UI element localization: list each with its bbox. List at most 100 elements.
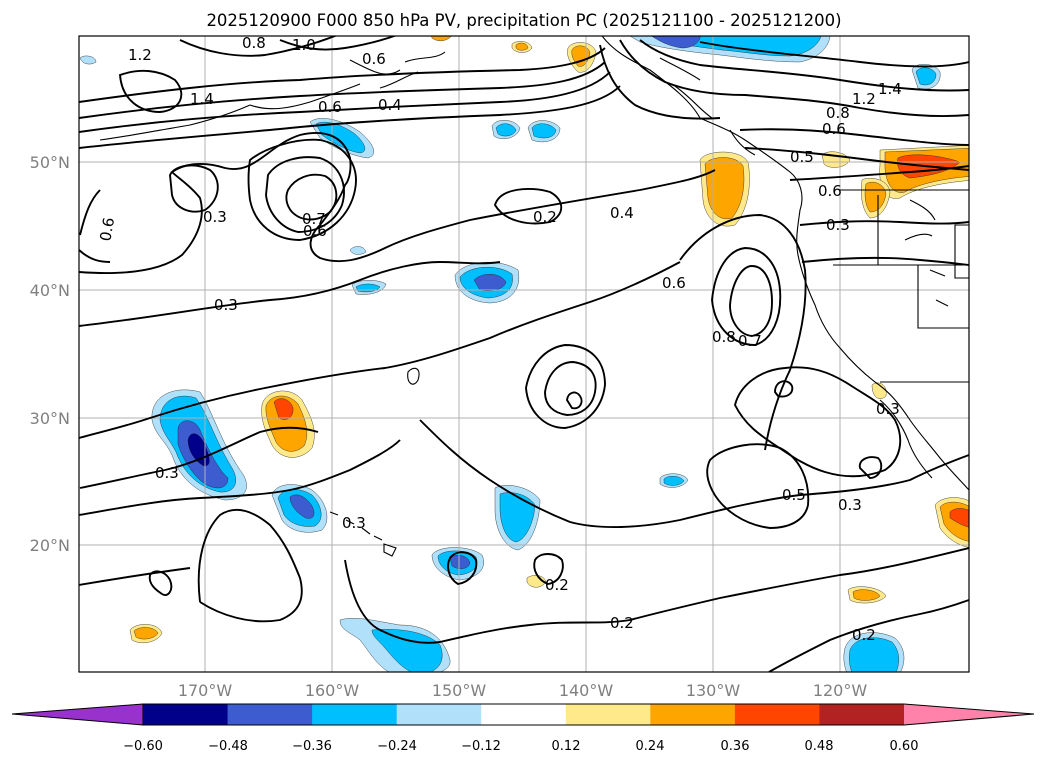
- colorbar-segment: [650, 704, 736, 725]
- precip-area: [495, 123, 517, 137]
- contour-label: 0.8: [242, 34, 266, 52]
- pv-contour: [525, 344, 606, 429]
- contour-label: 0.2: [533, 208, 557, 226]
- colorbar-segment: [143, 704, 229, 725]
- pv-contour: [858, 456, 883, 479]
- map-title: 2025120900 F000 850 hPa PV, precipitatio…: [206, 11, 841, 30]
- contour-label: 0.3: [342, 514, 366, 532]
- pv-contour: [79, 508, 303, 623]
- contour-label: 0.6: [822, 120, 846, 138]
- map-frame: [78, 35, 970, 673]
- precip-area: [315, 121, 366, 154]
- longitude-labels: 170°W 160°W 150°W 140°W 130°W 120°W: [178, 681, 868, 700]
- colorbar-extend-min: [12, 704, 143, 725]
- colorbar-tick: −0.60: [123, 739, 163, 754]
- pv-contour: [801, 256, 969, 266]
- contour-label: 0.3: [155, 464, 179, 482]
- precip-area: [265, 395, 308, 452]
- colorbar-tick: 0.12: [552, 739, 581, 754]
- contour-label: 0.6: [303, 222, 327, 240]
- precip-area: [515, 42, 529, 51]
- pv-contour: [706, 443, 810, 529]
- precip-area: [852, 589, 881, 601]
- precip-area: [473, 274, 507, 291]
- contour-label: 0.6: [362, 50, 386, 68]
- colorbar-tick: −0.24: [377, 739, 417, 754]
- pv-contour: [447, 551, 478, 585]
- precip-area: [133, 627, 159, 640]
- pv-contour: [544, 361, 597, 416]
- colorbar-segment: [481, 704, 567, 725]
- lon-label: 160°W: [305, 681, 360, 700]
- contour-label: 0.6: [818, 182, 842, 200]
- gridlines: [79, 36, 969, 672]
- lat-label: 20°N: [30, 536, 70, 555]
- precip-area: [526, 575, 547, 588]
- pv-contour: [789, 165, 969, 181]
- contour-label: 0.3: [214, 296, 238, 314]
- pv-contour: [533, 553, 564, 585]
- pv-contour: [118, 69, 183, 113]
- contour-label: 0.3: [876, 400, 900, 418]
- contour-labels: 1.2 0.8 1.0 0.6 1.4 0.6 0.4 0.6 0.3 0.7 …: [96, 34, 902, 644]
- precip-area: [273, 398, 294, 420]
- lat-label: 40°N: [30, 281, 70, 300]
- precip-area: [531, 123, 557, 139]
- pv-contour: [639, 39, 969, 92]
- pv-contour: [285, 173, 338, 221]
- pv-contour: [79, 261, 681, 439]
- lon-label: 170°W: [178, 681, 233, 700]
- precip-area: [289, 494, 315, 519]
- pv-contour: [739, 128, 969, 146]
- contour-label: 0.3: [826, 216, 850, 234]
- colorbar-segment: [565, 704, 651, 725]
- contour-label: 0.8: [826, 104, 850, 122]
- latitude-labels: 50°N 40°N 30°N 20°N: [30, 153, 70, 555]
- contour-label: 0.3: [838, 496, 862, 514]
- precip-area: [371, 629, 443, 672]
- colorbar-segment: [312, 704, 398, 725]
- colorbar: −0.60 −0.48 −0.36 −0.24 −0.12 0.12 0.24 …: [11, 703, 1035, 754]
- lat-label: 50°N: [30, 153, 70, 172]
- colorbar-tick: −0.48: [208, 739, 248, 754]
- colorbar-tick: −0.12: [461, 739, 501, 754]
- precip-area: [704, 157, 745, 220]
- precip-area: [431, 36, 452, 41]
- colorbar-segments: [12, 704, 1034, 725]
- colorbar-ticks: −0.60 −0.48 −0.36 −0.24 −0.12 0.12 0.24 …: [123, 739, 918, 754]
- pv-contour: [344, 547, 969, 644]
- contour-label: 0.8: [712, 328, 736, 346]
- pv-contour: [79, 189, 111, 263]
- pv-contour: [265, 156, 345, 233]
- colorbar-tick: 0.48: [805, 739, 834, 754]
- contour-label: 0.6: [662, 274, 686, 292]
- colorbar-tick: 0.60: [890, 739, 919, 754]
- colorbar-outline: [11, 703, 1035, 726]
- contour-label: 0.2: [610, 614, 634, 632]
- contour-label: 0.7: [738, 332, 762, 350]
- lat-label: 30°N: [30, 409, 70, 428]
- pv-contour: [711, 247, 782, 346]
- pv-contour: [247, 138, 357, 241]
- precip-area: [871, 382, 887, 399]
- contour-label: 1.2: [128, 46, 152, 64]
- pv-contour: [79, 61, 606, 119]
- precip-area: [79, 55, 97, 65]
- precip-area: [663, 476, 685, 486]
- pv-contour: [774, 380, 794, 398]
- lon-label: 130°W: [686, 681, 741, 700]
- colorbar-tick: 0.24: [636, 739, 665, 754]
- colorbar-segment: [227, 704, 313, 725]
- contour-label: 0.2: [852, 626, 876, 644]
- lon-label: 120°W: [813, 681, 868, 700]
- precip-area: [449, 555, 471, 569]
- pv-contour: [79, 261, 501, 327]
- precip-area: [499, 492, 536, 543]
- contour-label: 0.5: [782, 486, 806, 504]
- pv-contour: [768, 599, 969, 672]
- contour-label: 0.6: [96, 216, 118, 243]
- pv-contour: [179, 36, 338, 57]
- precip-area: [651, 36, 701, 49]
- contour-label: 1.2: [852, 90, 876, 108]
